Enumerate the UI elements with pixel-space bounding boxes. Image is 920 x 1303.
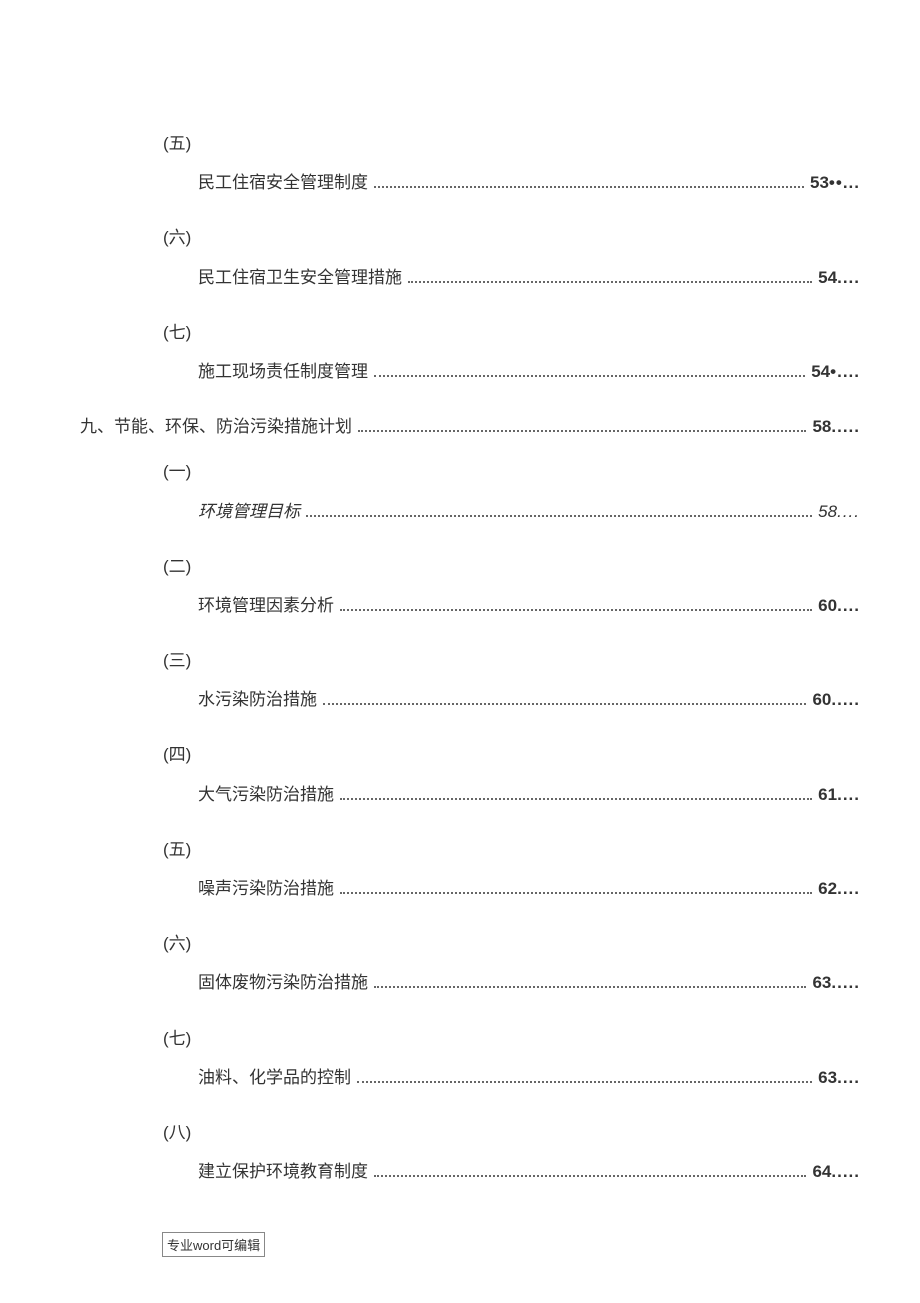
toc-marker: (八) — [163, 1119, 860, 1146]
toc-dots — [374, 186, 804, 188]
toc-title: 环境管理目标 — [198, 498, 300, 525]
toc-marker: (七) — [163, 319, 860, 346]
toc-dots — [374, 1175, 806, 1177]
toc-trail: .... — [837, 498, 860, 525]
toc-line: 建立保护环境教育制度 64 ..... — [198, 1158, 860, 1185]
toc-title: 噪声污染防治措施 — [198, 875, 334, 902]
toc-dots — [358, 430, 806, 432]
toc-container: (五) 民工住宿安全管理制度 53 ••... (六) 民工住宿卫生安全管理措施… — [80, 130, 860, 1185]
toc-entry: (七) 施工现场责任制度管理 54 •.... — [80, 319, 860, 385]
toc-page: 60 — [818, 592, 837, 619]
toc-marker: (五) — [163, 836, 860, 863]
toc-marker: (六) — [163, 930, 860, 957]
toc-line: 民工住宿安全管理制度 53 ••... — [198, 169, 860, 196]
toc-entry: (一) 环境管理目标 58 .... — [80, 458, 860, 524]
toc-entry: (五) 噪声污染防治措施 62 .... — [80, 836, 860, 902]
toc-marker: (五) — [163, 130, 860, 157]
toc-page: 63 — [818, 1064, 837, 1091]
toc-page: 61 — [818, 781, 837, 808]
footer-label: 专业word可编辑 — [162, 1232, 265, 1257]
toc-entry: (六) 民工住宿卫生安全管理措施 54 .... — [80, 224, 860, 290]
toc-trail: •.... — [830, 358, 860, 385]
toc-line: 大气污染防治措施 61 .... — [198, 781, 860, 808]
toc-trail: .... — [837, 875, 860, 902]
toc-marker: (四) — [163, 741, 860, 768]
toc-marker: (三) — [163, 647, 860, 674]
toc-page: 58 — [818, 498, 837, 525]
toc-dots — [323, 703, 806, 705]
toc-title: 大气污染防治措施 — [198, 781, 334, 808]
toc-marker: (七) — [163, 1025, 860, 1052]
toc-dots — [306, 515, 812, 517]
toc-dots — [408, 281, 812, 283]
toc-dots — [374, 375, 805, 377]
toc-title: 建立保护环境教育制度 — [198, 1158, 368, 1185]
toc-page: 64 — [812, 1158, 831, 1185]
toc-dots — [340, 892, 812, 894]
toc-line: 环境管理因素分析 60 .... — [198, 592, 860, 619]
toc-entry: (六) 固体废物污染防治措施 63 ..... — [80, 930, 860, 996]
toc-trail: ..... — [831, 686, 860, 713]
toc-page: 63 — [812, 969, 831, 996]
toc-trail: ..... — [831, 969, 860, 996]
toc-line: 油料、化学品的控制 63 .... — [198, 1064, 860, 1091]
toc-entry: (八) 建立保护环境教育制度 64 ..... — [80, 1119, 860, 1185]
toc-entry: (四) 大气污染防治措施 61 .... — [80, 741, 860, 807]
toc-title: 水污染防治措施 — [198, 686, 317, 713]
toc-line: 噪声污染防治措施 62 .... — [198, 875, 860, 902]
toc-entry: (五) 民工住宿安全管理制度 53 ••... — [80, 130, 860, 196]
toc-dots — [340, 798, 812, 800]
toc-page: 54 — [811, 358, 830, 385]
toc-trail: .... — [837, 781, 860, 808]
toc-line: 环境管理目标 58 .... — [198, 498, 860, 525]
toc-title: 油料、化学品的控制 — [198, 1064, 351, 1091]
toc-marker: (六) — [163, 224, 860, 251]
toc-marker: (一) — [163, 458, 860, 485]
toc-page: 53 — [810, 169, 829, 196]
toc-entry: (七) 油料、化学品的控制 63 .... — [80, 1025, 860, 1091]
toc-trail: ..... — [831, 413, 860, 440]
toc-trail: ..... — [831, 1158, 860, 1185]
toc-trail: ••... — [829, 169, 860, 196]
toc-page: 62 — [818, 875, 837, 902]
toc-line: 水污染防治措施 60 ..... — [198, 686, 860, 713]
toc-trail: .... — [837, 592, 860, 619]
toc-entry: (三) 水污染防治措施 60 ..... — [80, 647, 860, 713]
toc-title: 固体废物污染防治措施 — [198, 969, 368, 996]
toc-line: 施工现场责任制度管理 54 •.... — [198, 358, 860, 385]
toc-page: 60 — [812, 686, 831, 713]
toc-page: 54 — [818, 264, 837, 291]
toc-entry: (二) 环境管理因素分析 60 .... — [80, 553, 860, 619]
toc-dots — [340, 609, 812, 611]
toc-dots — [374, 986, 806, 988]
toc-line: 固体废物污染防治措施 63 ..... — [198, 969, 860, 996]
toc-title: 环境管理因素分析 — [198, 592, 334, 619]
toc-section-title: 九、节能、环保、防治污染措施计划 — [80, 413, 352, 440]
toc-trail: .... — [837, 1064, 860, 1091]
toc-section-heading: 九、节能、环保、防治污染措施计划 58 ..... — [80, 413, 860, 440]
toc-title: 民工住宿卫生安全管理措施 — [198, 264, 402, 291]
toc-trail: .... — [837, 264, 860, 291]
toc-line: 民工住宿卫生安全管理措施 54 .... — [198, 264, 860, 291]
toc-marker: (二) — [163, 553, 860, 580]
toc-title: 施工现场责任制度管理 — [198, 358, 368, 385]
toc-page: 58 — [812, 413, 831, 440]
toc-dots — [357, 1081, 812, 1083]
toc-title: 民工住宿安全管理制度 — [198, 169, 368, 196]
